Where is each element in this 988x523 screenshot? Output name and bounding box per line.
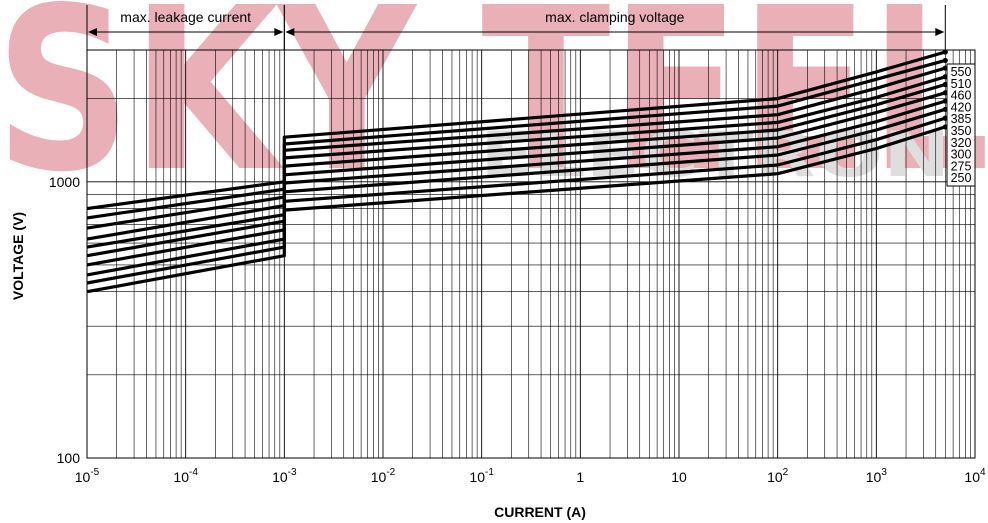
region-label: max. clamping voltage [545, 9, 685, 25]
legend-entry-460: 460 [951, 89, 972, 103]
series-line-275 [86, 116, 946, 285]
legend-entry-550: 550 [951, 65, 972, 79]
y-axis-title: VOLTAGE (V) [10, 212, 26, 300]
series-line-420 [86, 75, 946, 241]
x-tick-label: 1 [576, 469, 584, 485]
x-tick-label: 10 [671, 469, 687, 485]
plot-frame [86, 49, 976, 459]
series-line-385 [86, 82, 946, 249]
plot-area-border [86, 49, 976, 459]
arrowhead-left [285, 28, 295, 36]
x-tick-label: 103 [866, 467, 888, 485]
watermark-logo: SKY TEEL ELECTRONI [0, 0, 988, 222]
series-line-510 [86, 58, 946, 220]
series-line-300 [86, 107, 946, 277]
series-line-250 [86, 125, 946, 294]
series-line-350 [86, 91, 946, 258]
x-tick-label: 102 [767, 467, 789, 485]
x-tick-label: 10-4 [173, 467, 198, 485]
x-tick-label: 10-3 [272, 467, 297, 485]
series-line-320 [86, 99, 946, 267]
x-axis-title: CURRENT (A) [494, 504, 586, 520]
x-tick-label: 10-5 [75, 467, 100, 485]
legend-entry-300: 300 [951, 148, 972, 162]
series-endpoint-510 [942, 57, 948, 64]
series-line-550 [86, 50, 946, 211]
legend-entry-320: 320 [951, 136, 972, 150]
region-label: max. leakage current [120, 9, 251, 25]
arrowhead-left [88, 28, 97, 36]
legend-entry-510: 510 [951, 77, 972, 91]
legend-entry-420: 420 [951, 100, 972, 114]
x-tick-label: 10-2 [371, 467, 396, 485]
legend-box [946, 63, 976, 187]
region-annotations: max. leakage current max. clamping voltag… [86, 5, 946, 50]
x-tick-label: 10-1 [469, 467, 494, 485]
arrowhead-right [274, 28, 284, 36]
series-lines [86, 49, 948, 294]
arrowhead-right [935, 28, 945, 36]
series-line-460 [86, 66, 946, 230]
y-axis-ticks: 100 1000 [49, 174, 80, 466]
x-axis-ticks: 10-5 10-4 10-3 10-2 10-1 1 10 102 103 104 [75, 467, 986, 485]
legend-entry-275: 275 [951, 159, 972, 173]
legend-entry-250: 250 [951, 171, 972, 185]
legend-entry-350: 350 [951, 124, 972, 138]
x-tick-label: 104 [964, 467, 986, 485]
legend-entry-385: 385 [951, 112, 972, 126]
series-endpoint-550 [942, 49, 948, 55]
y-tick-label: 1000 [49, 174, 80, 190]
y-tick-label: 100 [57, 450, 81, 466]
